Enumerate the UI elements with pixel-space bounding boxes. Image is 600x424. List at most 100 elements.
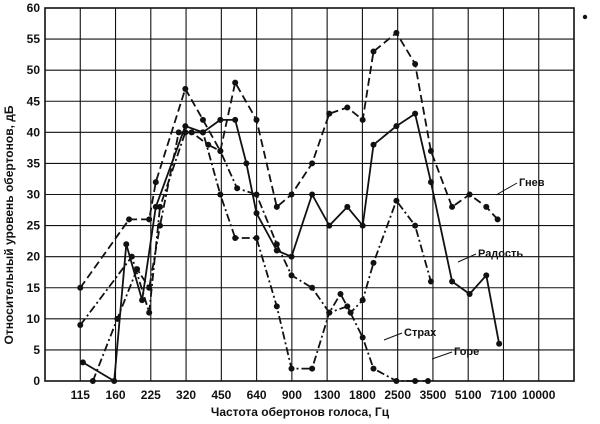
data-point [424, 378, 431, 384]
data-point [309, 284, 316, 291]
data-point [273, 203, 280, 210]
x-tick-label: 1800 [349, 388, 376, 402]
data-point [393, 29, 400, 36]
x-tick-label: 1300 [314, 388, 341, 402]
data-point [337, 290, 344, 297]
data-point [326, 309, 333, 316]
data-point [217, 116, 224, 123]
series-label: Радость [478, 248, 523, 260]
x-tick-label: 225 [141, 388, 161, 402]
data-point [156, 203, 163, 210]
data-point [483, 203, 490, 210]
data-point [288, 365, 295, 372]
x-tick-label: 5100 [455, 388, 482, 402]
data-point [123, 241, 130, 248]
x-tick-label: 900 [282, 388, 302, 402]
data-point [152, 179, 159, 186]
y-axis-ticks: 0 5 10 15 20 25 30 35 40 45 50 55 60 [27, 1, 41, 388]
data-point [288, 253, 295, 260]
data-point [466, 290, 473, 297]
data-point [273, 303, 280, 310]
data-point [205, 141, 212, 148]
series-label-leader [457, 253, 477, 263]
data-point [359, 334, 366, 341]
series-labels: Гнев Радость Страх Горе [383, 177, 545, 360]
data-point [326, 110, 333, 117]
x-tick-label: 3500 [420, 388, 447, 402]
bullet-dot-icon [582, 14, 588, 20]
data-point [359, 222, 366, 229]
data-point [393, 123, 400, 130]
data-point [199, 129, 206, 136]
data-point [253, 210, 260, 217]
data-point [232, 79, 239, 86]
data-point [253, 116, 260, 123]
data-point [152, 203, 159, 210]
series-4 [89, 129, 434, 384]
y-tick-label: 55 [27, 32, 41, 46]
x-tick-label: 7100 [490, 388, 517, 402]
series-label-leader [431, 351, 453, 360]
data-point [217, 147, 224, 154]
data-point [175, 129, 182, 136]
series-1 [77, 29, 501, 291]
x-tick-label: 640 [247, 388, 267, 402]
y-tick-label: 10 [27, 312, 41, 326]
data-point [114, 315, 121, 322]
y-tick-label: 50 [27, 63, 41, 77]
data-point [393, 378, 400, 384]
series-label: Горе [454, 346, 479, 358]
data-point [359, 297, 366, 304]
data-point [199, 116, 206, 123]
data-point [370, 141, 377, 148]
data-point [288, 191, 295, 198]
y-tick-label: 25 [27, 219, 41, 233]
data-point [156, 222, 163, 229]
series-line [79, 32, 499, 289]
y-tick-label: 45 [27, 94, 41, 108]
data-point [370, 259, 377, 266]
data-point [309, 160, 316, 167]
data-point [253, 191, 260, 198]
series-line [82, 112, 500, 382]
data-point [146, 216, 153, 223]
x-tick-label: 450 [211, 388, 231, 402]
data-point [344, 203, 351, 210]
data-point [344, 104, 351, 111]
series-label-leader [383, 332, 403, 341]
data-point [253, 235, 260, 242]
data-point [89, 378, 96, 384]
data-point [273, 241, 280, 248]
data-point [182, 123, 189, 130]
data-point [309, 365, 316, 372]
data-point [134, 266, 141, 273]
data-point [77, 322, 84, 329]
y-tick-label: 20 [27, 250, 41, 264]
data-point [232, 116, 239, 123]
data-point [126, 216, 133, 223]
y-axis-label: Относительный уровень обертонов, дБ [2, 105, 16, 344]
data-point [347, 309, 354, 316]
y-tick-label: 30 [27, 188, 41, 202]
chart-series [77, 29, 503, 384]
series-label: Гнев [519, 177, 545, 189]
data-point [243, 160, 250, 167]
data-point [393, 197, 400, 204]
data-point [232, 235, 239, 242]
x-tick-label: 160 [106, 388, 126, 402]
data-point [483, 272, 490, 279]
data-point [288, 272, 295, 279]
data-point [370, 365, 377, 372]
data-point [412, 60, 419, 67]
y-tick-label: 5 [33, 343, 40, 357]
data-point [359, 116, 366, 123]
series-line [92, 131, 432, 382]
data-point [412, 110, 419, 117]
x-tick-label: 2500 [384, 388, 411, 402]
data-point [466, 191, 473, 198]
y-tick-label: 60 [27, 1, 41, 15]
y-tick-label: 0 [33, 374, 40, 388]
y-tick-label: 35 [27, 156, 41, 170]
data-point [449, 278, 456, 285]
